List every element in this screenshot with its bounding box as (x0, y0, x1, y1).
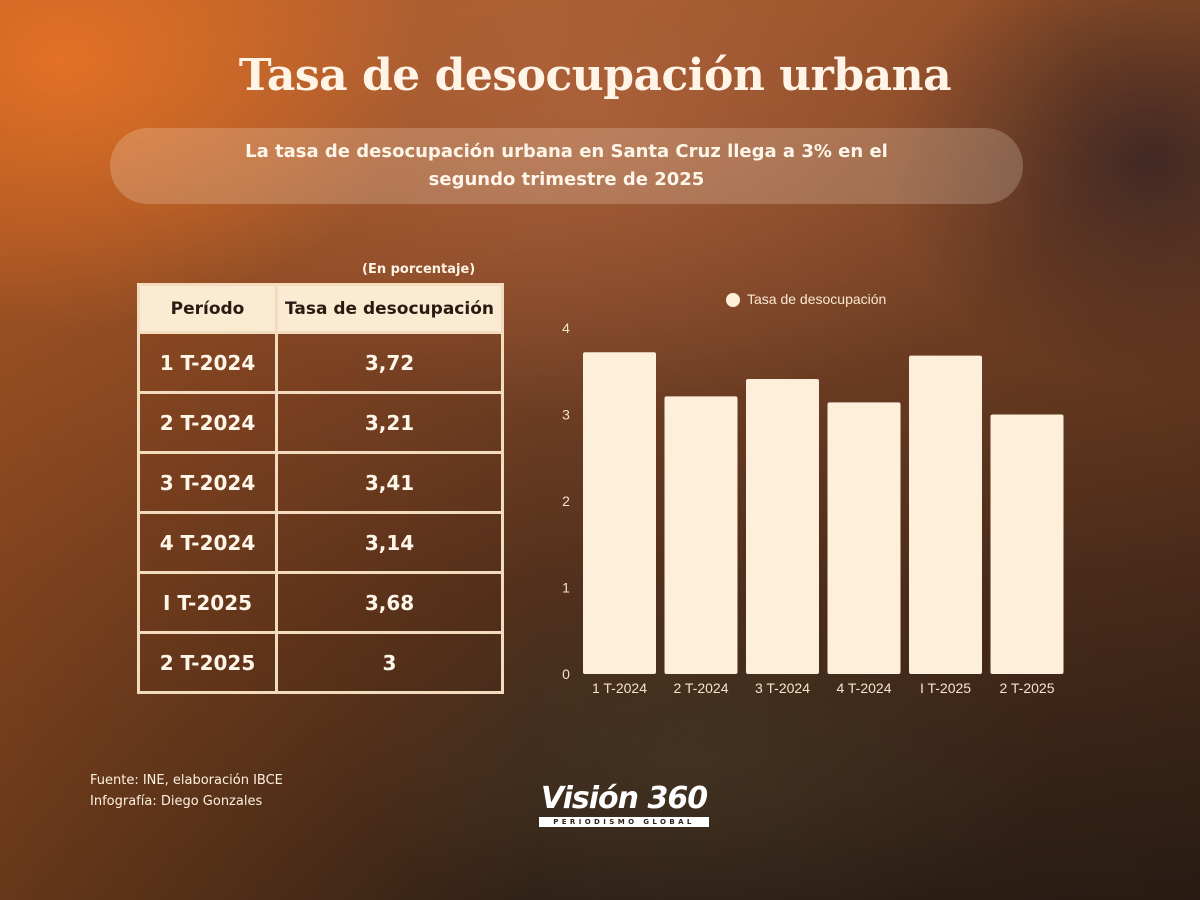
legend-label: Tasa de desocupación (747, 291, 886, 307)
period-cell: I T-2025 (137, 571, 278, 634)
x-axis: 1 T-2024 2 T-2024 3 T-2024 4 T-2024 I T-2025… (592, 680, 1055, 696)
subtitle-text: La tasa de desocupación urbana en Santa … (245, 141, 888, 190)
y-tick-label: 2 (562, 493, 570, 509)
credit-text: Infografía: Diego Gonzales (90, 794, 263, 809)
bars-group (583, 352, 1064, 674)
x-tick-label: 2 T-2025 (999, 680, 1054, 696)
y-tick-label: 4 (562, 320, 570, 336)
y-tick-label: 0 (562, 666, 570, 682)
legend-swatch (726, 293, 740, 307)
bar-chart: Tasa de desocupación 0 1 2 3 4 1 T-2024 2 T-2… (562, 291, 1064, 696)
y-tick-label: 3 (562, 407, 570, 423)
period-cell: 2 T-2025 (137, 631, 278, 694)
table-row: I T-2025 3,68 (137, 571, 504, 634)
period-cell: 2 T-2024 (137, 391, 278, 454)
rate-cell: 3 (275, 631, 504, 694)
brand-name: Visión 360 (540, 781, 708, 816)
rate-cell: 3,68 (275, 571, 504, 634)
rate-cell: 3,21 (275, 391, 504, 454)
data-table: Período Tasa de desocupación 1 T-2024 3,… (137, 283, 504, 694)
y-axis: 0 1 2 3 4 (562, 320, 570, 682)
x-tick-label: 4 T-2024 (836, 680, 891, 696)
page-title: Tasa de desocupación urbana (238, 50, 952, 101)
x-tick-label: 2 T-2024 (673, 680, 728, 696)
rate-cell: 3,41 (275, 451, 504, 514)
header-period: Período (137, 283, 278, 334)
rate-cell: 3,14 (275, 511, 504, 574)
bar (583, 352, 656, 674)
table-row: 2 T-2025 3 (137, 631, 504, 694)
table-row: 2 T-2024 3,21 (137, 391, 504, 454)
table-unit-note: (En porcentaje) (362, 262, 476, 277)
x-tick-label: I T-2025 (920, 680, 971, 696)
bar (664, 396, 738, 674)
table-header-row: Período Tasa de desocupación (137, 283, 504, 334)
y-tick-label: 1 (562, 580, 570, 596)
subtitle-banner: La tasa de desocupación urbana en Santa … (110, 128, 1023, 204)
table-row: 1 T-2024 3,72 (137, 331, 504, 394)
table-row: 3 T-2024 3,41 (137, 451, 504, 514)
period-cell: 4 T-2024 (137, 511, 278, 574)
brand-tagline: PERIODISMO GLOBAL (539, 817, 709, 827)
bar (827, 402, 901, 674)
source-text: Fuente: INE, elaboración IBCE (90, 773, 283, 788)
x-tick-label: 3 T-2024 (755, 680, 810, 696)
bar (909, 355, 982, 674)
chart-legend: Tasa de desocupación (726, 291, 886, 307)
header-rate: Tasa de desocupación (275, 283, 504, 334)
rate-cell: 3,72 (275, 331, 504, 394)
bar (990, 414, 1064, 674)
source-credits: Fuente: INE, elaboración IBCE Infografía… (90, 770, 283, 812)
period-cell: 1 T-2024 (137, 331, 278, 394)
period-cell: 3 T-2024 (137, 451, 278, 514)
x-tick-label: 1 T-2024 (592, 680, 647, 696)
table-row: 4 T-2024 3,14 (137, 511, 504, 574)
bar (746, 379, 819, 674)
brand-logo: Visión 360 PERIODISMO GLOBAL (537, 782, 711, 827)
